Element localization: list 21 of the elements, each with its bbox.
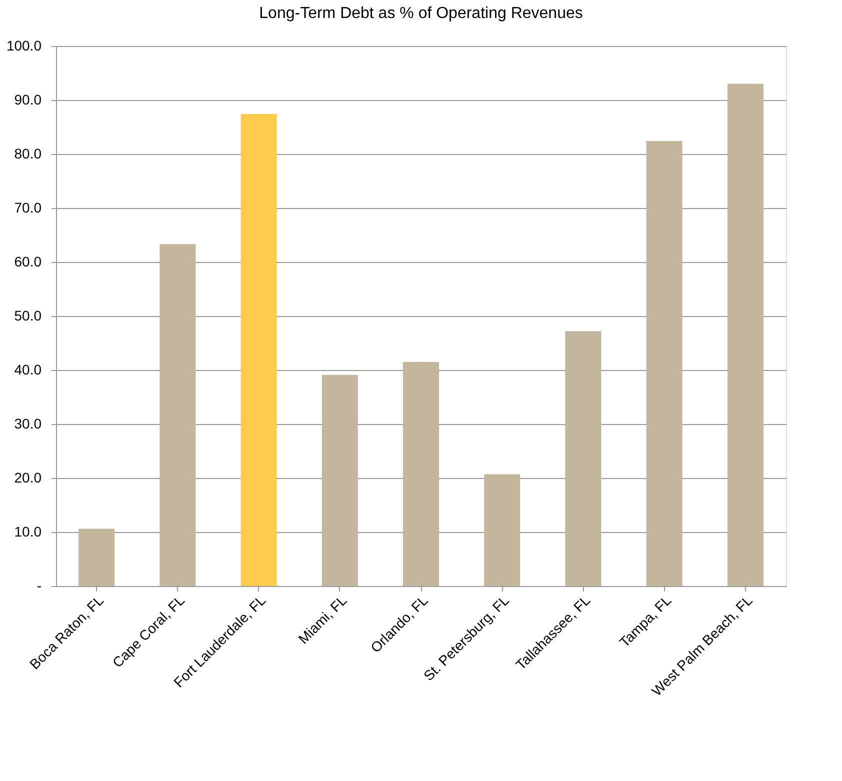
y-tick-label: - — [36, 578, 42, 594]
bar — [78, 528, 115, 586]
y-tick-label: 100.0 — [6, 38, 42, 54]
y-tick-label: 10.0 — [14, 524, 42, 540]
y-tick-label: 70.0 — [14, 200, 42, 216]
bar — [646, 141, 682, 586]
bar — [484, 474, 520, 586]
bar — [727, 84, 764, 586]
y-tick-label: 40.0 — [14, 362, 42, 378]
y-tick-label: 30.0 — [14, 416, 42, 432]
bar — [240, 114, 277, 586]
y-tick-label: 20.0 — [14, 470, 42, 486]
bar — [403, 362, 439, 586]
chart-title: Long-Term Debt as % of Operating Revenues — [259, 5, 583, 22]
bar — [322, 374, 358, 586]
y-tick-label: 80.0 — [14, 146, 42, 162]
y-tick-label: 50.0 — [14, 308, 42, 324]
y-tick-label: 90.0 — [14, 92, 42, 108]
y-tick-label: 60.0 — [14, 254, 42, 270]
bar — [160, 244, 196, 586]
bar — [565, 331, 602, 586]
